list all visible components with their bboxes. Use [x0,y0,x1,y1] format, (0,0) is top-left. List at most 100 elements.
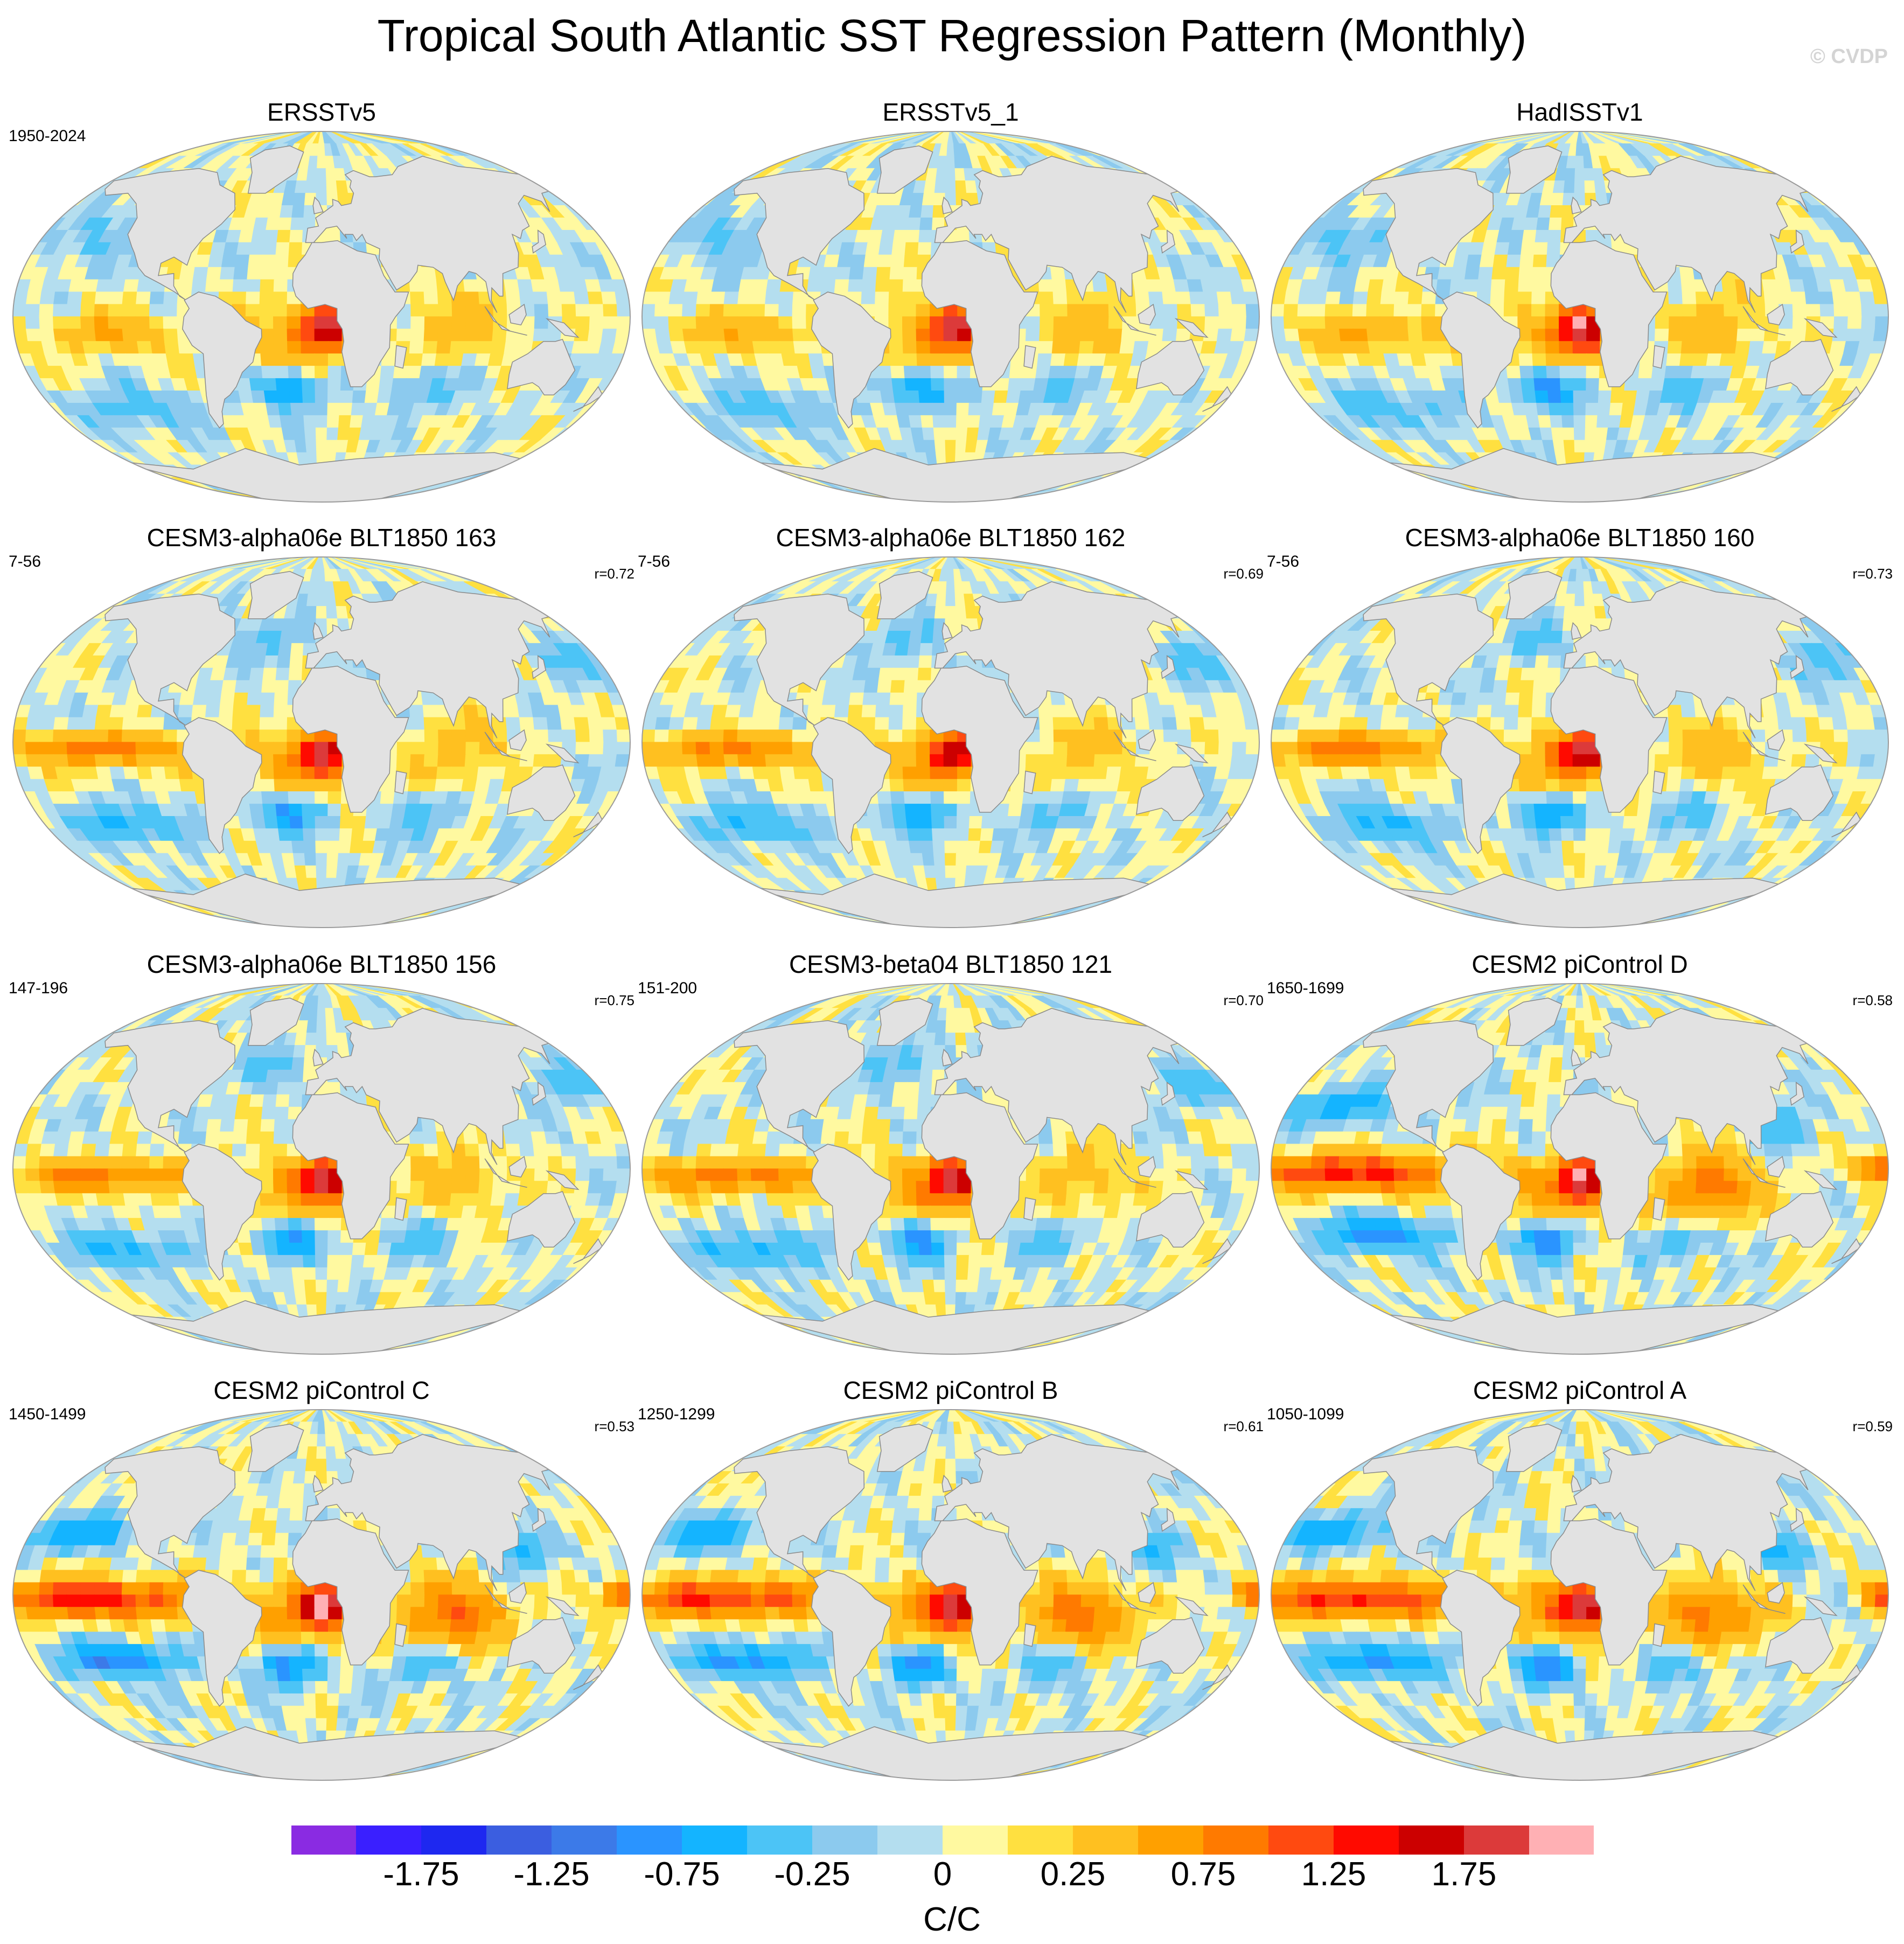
sst-cell [451,742,466,755]
sst-cell [1596,415,1610,429]
sst-cell [932,415,946,429]
sst-cell [616,316,630,330]
sst-cell [1533,378,1549,392]
sst-cell [1552,180,1566,194]
sst-cell [1874,304,1888,317]
sst-cell [654,291,671,305]
sst-cell [232,717,247,730]
sst-cell [317,143,326,157]
sst-cell [904,242,919,255]
sst-cell [260,705,275,718]
sst-cell [164,767,180,780]
sst-cell [81,291,97,305]
sst-cell [294,440,308,453]
sst-cell [438,742,453,755]
sst-cell [291,415,305,429]
sst-cell [273,729,288,743]
sst-cell [490,767,506,780]
sst-cell [1080,329,1096,342]
sst-cell [1682,329,1697,342]
sst-cell [752,341,769,354]
sst-cell [245,729,260,743]
sst-cell [903,267,918,280]
sst-cell [94,754,110,768]
sst-cell [903,353,918,367]
sst-cell [1063,353,1080,367]
sst-cell [288,242,303,255]
panel-title: HadISSTv1 [1516,98,1643,126]
sst-cell [253,402,269,416]
sst-cell [1190,304,1206,317]
sst-cell [1586,329,1601,342]
sst-cell [305,180,317,194]
sst-cell [880,391,896,404]
sst-cell [262,242,277,255]
sst-cell [1133,279,1149,292]
landmass-samerica [811,291,891,429]
sst-cell [220,692,235,706]
sst-cell [919,402,933,416]
sst-cell [957,366,971,379]
sst-cell [246,291,261,305]
sst-cell [808,353,825,367]
sst-cell [1598,391,1612,404]
sst-cell [364,391,380,404]
sst-cell [751,291,767,305]
sst-cell [945,168,956,182]
sst-cell [39,304,54,317]
sst-cell [1559,329,1573,342]
landmass-australia [507,339,576,395]
sst-cell [956,427,968,441]
sst-cell [1204,304,1219,317]
sst-cell [615,717,630,730]
sst-cell [1283,304,1299,317]
sst-cell [1509,391,1525,404]
sst-cell [339,402,353,416]
sst-cell [1504,279,1519,292]
sst-cell [246,279,261,292]
sst-cell [248,791,263,805]
sst-cell [410,717,425,730]
landmass-greenland [247,145,304,194]
land-mask [104,145,603,502]
sst-cell [273,742,288,755]
sst-cell [654,329,671,342]
sst-cell [695,304,711,317]
sst-cell [1874,316,1888,330]
landmass-eurasia [1563,156,1816,313]
sst-cell [589,316,604,330]
sst-cell [67,291,83,305]
sst-cell [123,767,140,780]
sst-cell [376,391,392,404]
sst-cell [1547,391,1562,404]
landmass-greenland [876,145,933,194]
sst-cell [956,402,970,416]
sst-cell [894,217,910,231]
sst-cell [934,180,946,194]
sst-cell [251,391,267,404]
sst-cell [396,742,412,755]
sst-cell [1407,291,1424,305]
sst-cell [1121,329,1136,342]
sst-cell [603,304,618,317]
sst-cell [262,378,277,392]
landmass-namerica [1363,168,1494,301]
sst-cell [1421,316,1436,330]
sst-cell [1550,205,1564,219]
sst-cell [905,229,920,243]
sst-cell [232,705,248,718]
sst-cell [519,291,535,305]
sst-cell [1297,304,1313,317]
sst-cell [889,279,904,292]
sst-cell [223,667,239,681]
sst-cell [902,291,917,305]
sst-cell [276,655,291,668]
sst-cell [279,205,294,219]
sst-cell [206,267,222,280]
sst-cell [123,279,140,292]
sst-cell [1586,378,1600,392]
sst-cell [943,366,958,379]
sst-cell [1077,353,1093,367]
sst-map [12,556,631,928]
sst-cell [261,366,276,379]
